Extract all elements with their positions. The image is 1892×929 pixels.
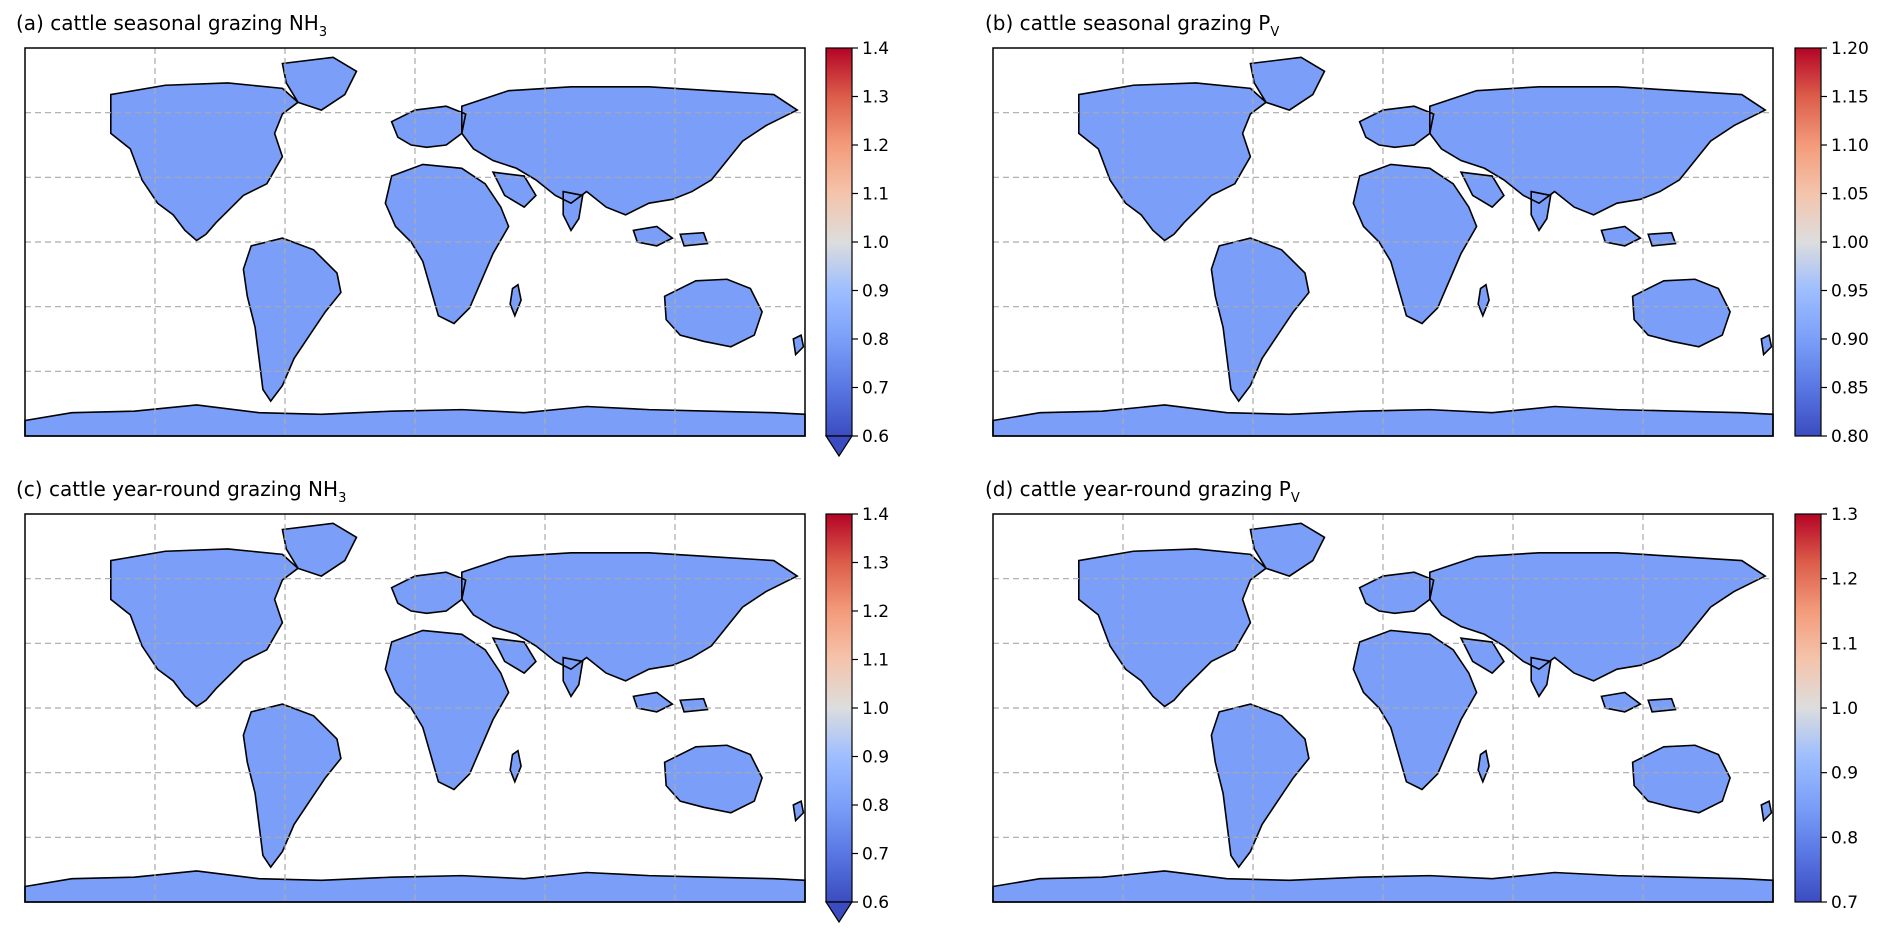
- colorbar-tick-label: 1.4: [862, 505, 889, 525]
- colorbar: 1.3 1.2 1.1 1.0 0.9 0.8 0.7: [1794, 505, 1858, 913]
- panel-title: (a) cattle seasonal grazing NH3: [16, 11, 327, 40]
- colorbar-tick-label: 0.7: [862, 845, 889, 865]
- map: [24, 47, 806, 437]
- colorbar-tick-label: 0.6: [862, 427, 889, 447]
- extend-min-triangle: [824, 901, 854, 924]
- panels-layer: (a) cattle seasonal grazing NH3 1.4 1.3 1.2…: [16, 11, 1869, 924]
- colorbar-tick-label: 1.1: [1831, 634, 1858, 654]
- panel-c: (c) cattle year-round grazing NH31.41.31…: [16, 477, 889, 924]
- gridlines: [25, 514, 805, 902]
- colorbar-tick-label: 1.4: [862, 39, 889, 59]
- panel-title: (d) cattle year-round grazing PV: [985, 477, 1300, 506]
- colorbar-tick-label: 0.85: [1831, 379, 1869, 399]
- colorbar-tick-label: 1.3: [862, 88, 889, 108]
- colorbar-tick-label: 0.8: [862, 330, 889, 350]
- map-frame: [992, 47, 1774, 437]
- map: [24, 513, 806, 903]
- colorbar-tick-label: 1.2: [1831, 570, 1858, 590]
- colorbar-tick-label: 0.9: [1831, 764, 1858, 784]
- gridlines: [993, 514, 1773, 902]
- gridlines: [25, 48, 805, 436]
- colorbar-tick-label: 0.9: [862, 282, 889, 302]
- colorbar-tick-label: 1.3: [1831, 505, 1858, 525]
- map-frame: [992, 513, 1774, 903]
- colorbar-tick-label: 1.20: [1831, 39, 1869, 59]
- colorbar-tick-label: 1.15: [1831, 88, 1869, 108]
- colorbar: 1.20 1.15 1.10 1.05 1.00 0.95 0.90 0.85 0.80: [1794, 39, 1869, 447]
- colorbar-tick-label: 0.7: [862, 379, 889, 399]
- colorbar-tick-label: 0.80: [1831, 427, 1869, 447]
- colorbar-tick-label: 1.0: [862, 233, 889, 253]
- panel-b: (b) cattle seasonal grazing PV1.201.151.…: [985, 11, 1869, 447]
- colorbar-tick-label: 0.9: [862, 748, 889, 768]
- colorbar-tick-label: 1.1: [862, 651, 889, 671]
- colorbar-tick-label: 1.0: [1831, 699, 1858, 719]
- colorbar-tick-label: 1.0: [862, 699, 889, 719]
- colorbar-tick-label: 0.8: [1831, 828, 1858, 848]
- panel-d: (d) cattle year-round grazing PV1.31.21.…: [985, 477, 1858, 913]
- colorbar: 1.4 1.3 1.2 1.1 1.0 0.9 0.8 0.7 0.6: [824, 39, 889, 458]
- colorbar-tick-label: 0.6: [862, 893, 889, 913]
- map: [992, 513, 1774, 903]
- colorbar: 1.4 1.3 1.2 1.1 1.0 0.9 0.8 0.7 0.6: [824, 505, 889, 924]
- colorbar-tick-label: 1.10: [1831, 136, 1869, 156]
- colorbar-tick-label: 1.3: [862, 554, 889, 574]
- panel-title: (b) cattle seasonal grazing PV: [985, 11, 1279, 40]
- map: [992, 47, 1774, 437]
- colorbar-tick-label: 1.00: [1831, 233, 1869, 253]
- colorbar-tick-label: 1.2: [862, 602, 889, 622]
- colorbar-tick-label: 0.8: [862, 796, 889, 816]
- colorbar-tick-label: 1.2: [862, 136, 889, 156]
- colorbar-tick-label: 1.1: [862, 185, 889, 205]
- map-frame: [24, 47, 806, 437]
- panel-title: (c) cattle year-round grazing NH3: [16, 477, 346, 506]
- colorbar-tick-label: 0.90: [1831, 330, 1869, 350]
- colorbar-tick-label: 0.95: [1831, 282, 1869, 302]
- colorbar-tick-label: 1.05: [1831, 185, 1869, 205]
- map-frame: [24, 513, 806, 903]
- colorbar-tick-label: 0.7: [1831, 893, 1858, 913]
- gridlines: [993, 48, 1773, 436]
- panel-a: (a) cattle seasonal grazing NH3 1.4 1.3 1.2…: [16, 11, 889, 458]
- extend-min-triangle: [824, 435, 854, 458]
